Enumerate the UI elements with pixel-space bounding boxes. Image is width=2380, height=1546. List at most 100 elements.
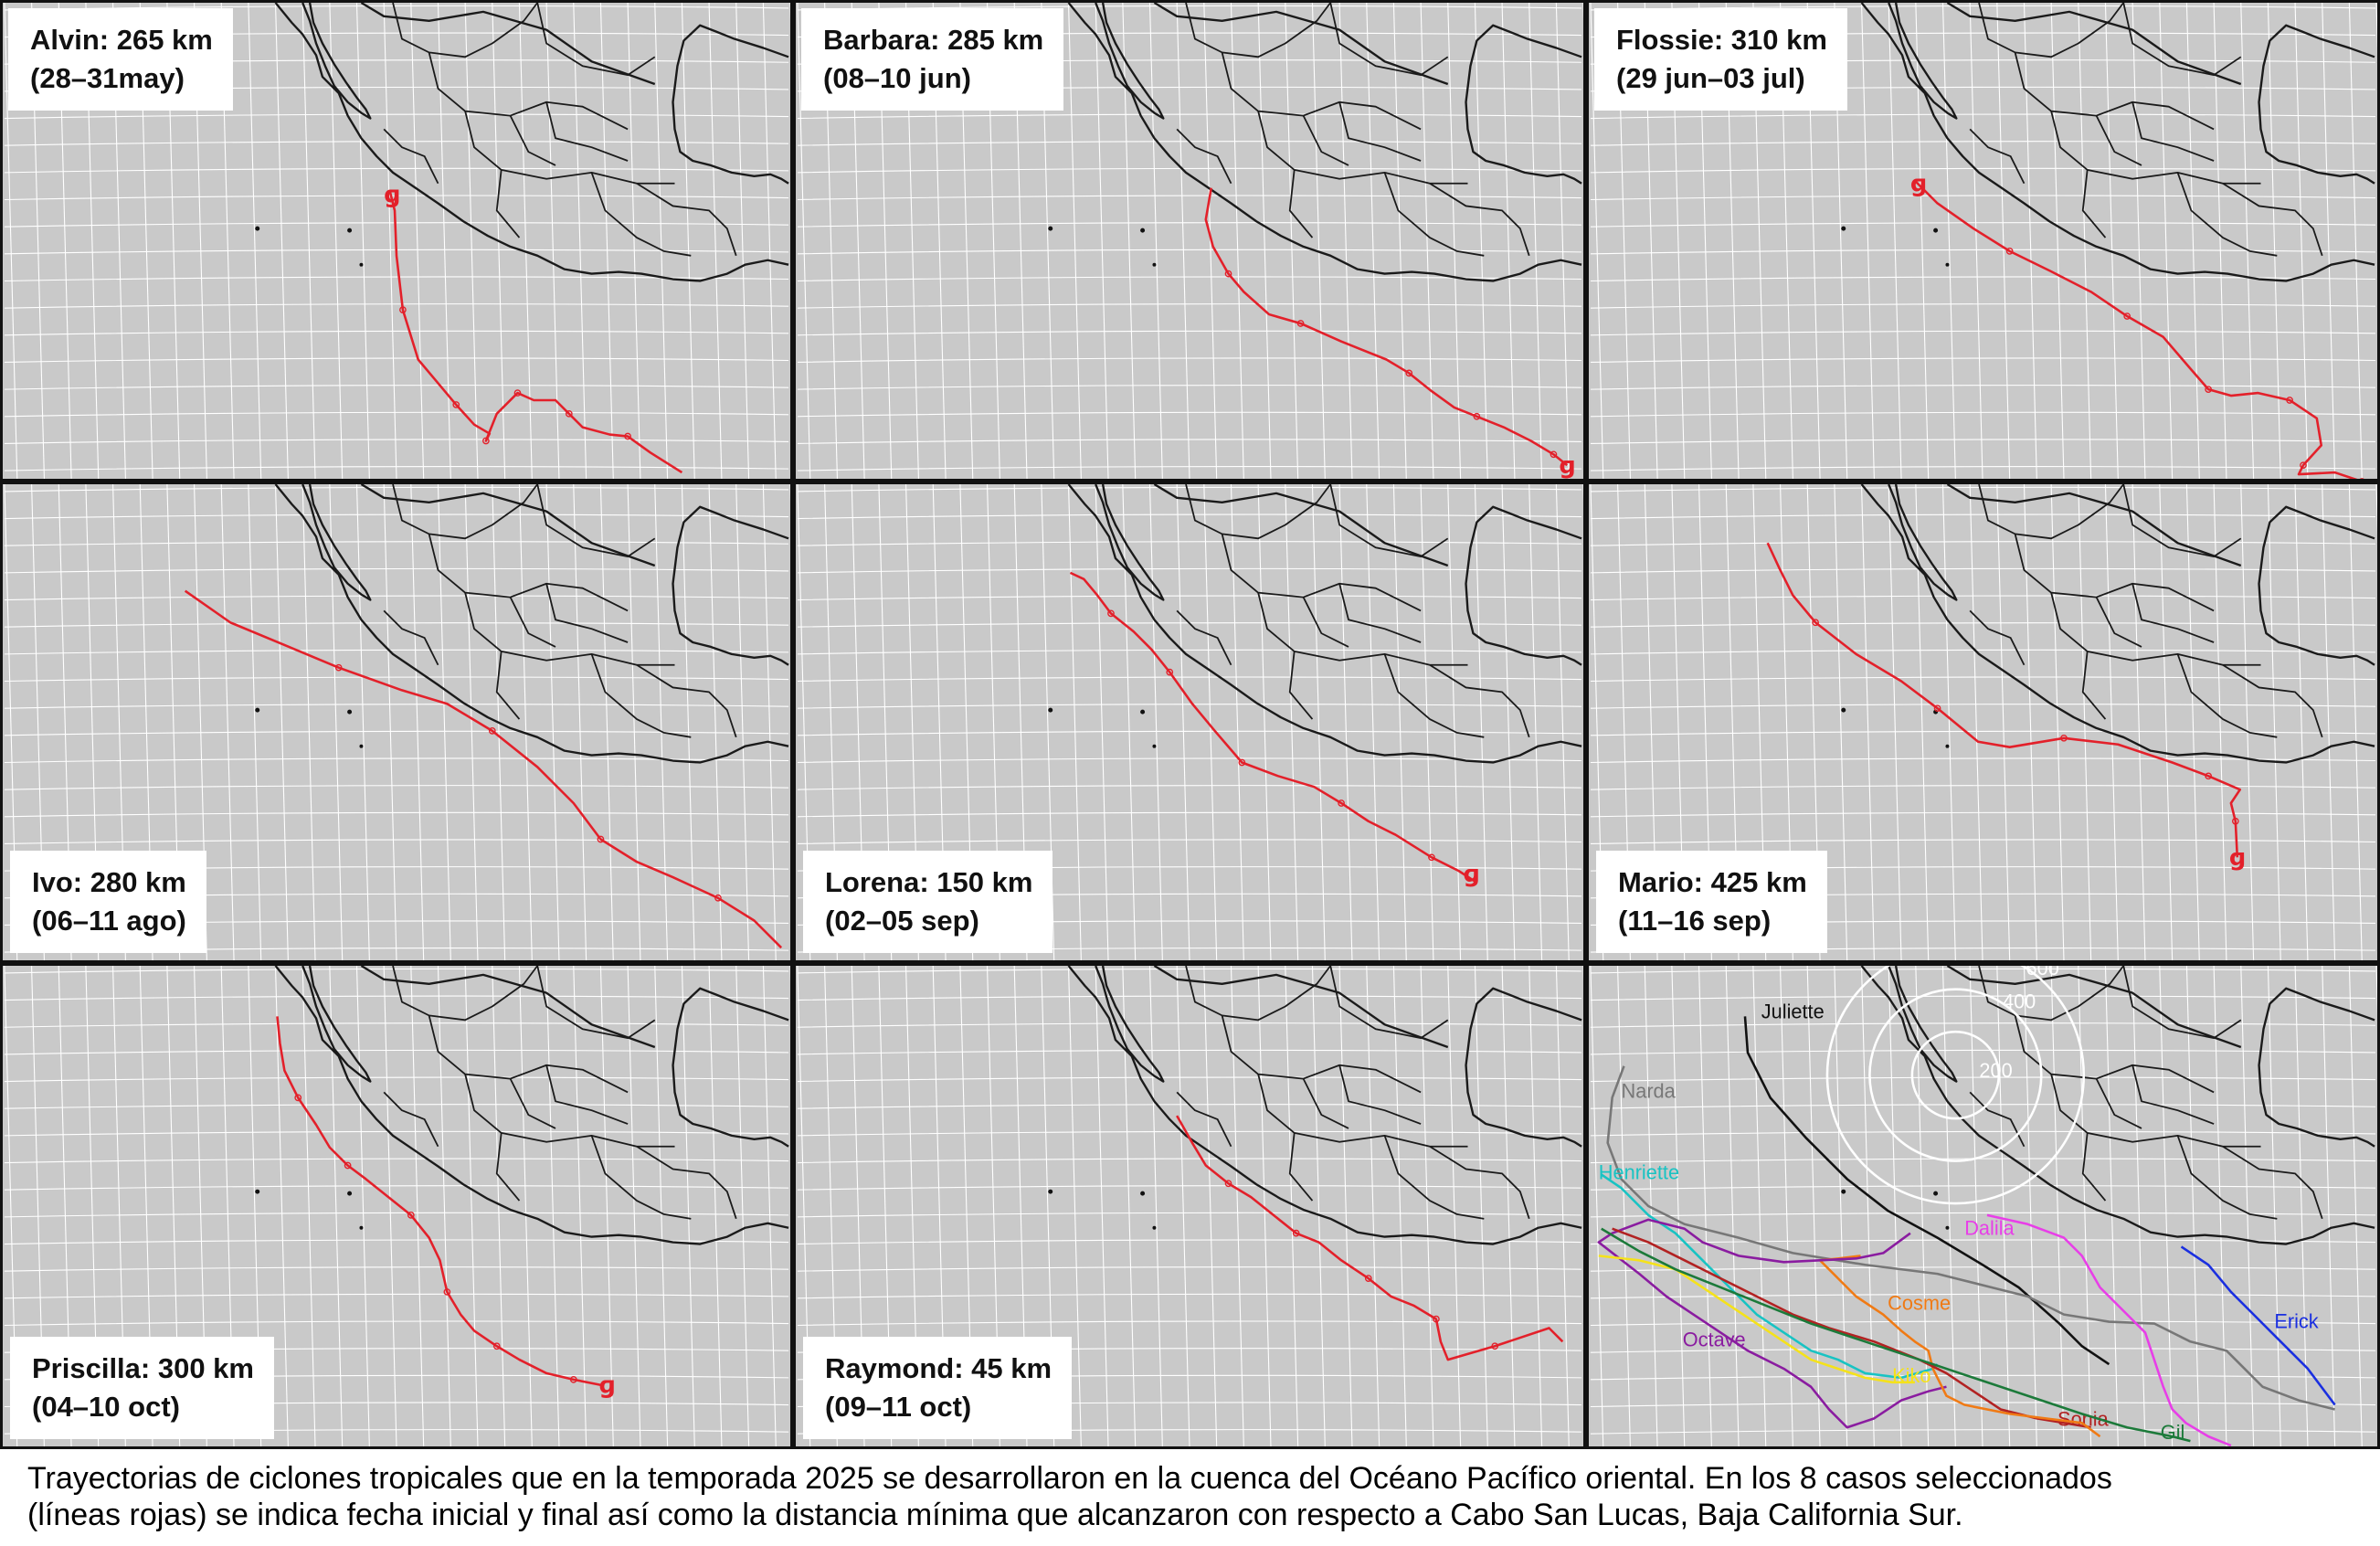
track-point: [452, 401, 460, 408]
storm-label-barbara: Barbara: 285 km (08–10 jun): [801, 8, 1064, 111]
composite-track-extra-10: [1931, 1368, 2101, 1438]
storm-name-label: Erick: [2274, 1309, 2318, 1332]
composite-track-juliette: [1743, 1016, 2110, 1366]
composite-track-dalila: [1986, 1213, 2232, 1446]
track-point: [1364, 1275, 1372, 1282]
track-point: [2005, 248, 2014, 255]
storm-dates: (28–31may): [30, 62, 185, 94]
track-point: [1296, 320, 1305, 327]
cyclone-symbol-icon: ɡ: [2229, 844, 2246, 872]
storm-track-flossie: [1913, 179, 2358, 479]
storm-name-label: Cosme: [1888, 1292, 1951, 1315]
track-point: [407, 1212, 415, 1219]
track-point: [1491, 1342, 1499, 1350]
storm-label-priscilla: Priscilla: 300 km (04–10 oct): [10, 1337, 274, 1439]
track-point: [1428, 853, 1435, 862]
track-point: [492, 1342, 501, 1350]
track-point: [1166, 668, 1174, 676]
range-ring-200: [1910, 1030, 2001, 1120]
track-point: [513, 389, 522, 397]
map-panel-composite: 200 400 600 Juliette Narda Henriette Dalila Eri…: [1586, 963, 2380, 1449]
graticule: [1590, 966, 2377, 1446]
range-ring-600: [1825, 966, 2085, 1205]
track-point: [1473, 412, 1481, 420]
storm-dates: (11–16 sep): [1618, 905, 1772, 937]
land-boundaries: [255, 966, 789, 1245]
cyclone-symbol-icon: ɡ: [1464, 861, 1480, 888]
storm-name-distance: Ivo: 280 km: [32, 866, 186, 898]
graticule: [4, 484, 790, 960]
track-point: [1933, 704, 1941, 713]
track-point: [2060, 734, 2068, 742]
storm-name-distance: Barbara: 285 km: [823, 24, 1044, 56]
track-point: [1224, 1180, 1232, 1188]
track-point: [1812, 619, 1819, 627]
storm-name-label: Octave: [1683, 1328, 1746, 1350]
ocean-background: [1590, 966, 2376, 1446]
cyclone-symbol-icon: ɡ: [598, 1372, 615, 1400]
map-panel-alvin: ɡ Alvin: 265 km (28–31may): [0, 0, 793, 482]
map-svg-composite: 200 400 600 Juliette Narda Henriette Dalila Eri…: [1590, 966, 2377, 1446]
range-ring-label: 600: [2026, 966, 2059, 979]
caption-line-1: Trayectorias de ciclones tropicales que …: [27, 1461, 2112, 1496]
composite-track-henriette: [1601, 1173, 1939, 1380]
storm-name-label: Kiko: [1892, 1364, 1930, 1387]
map-panel-lorena: ɡ Lorena: 150 km (02–05 sep): [793, 482, 1586, 963]
track-point: [597, 835, 605, 843]
storm-name-label: Gil: [2161, 1421, 2185, 1444]
track-point: [1238, 758, 1246, 767]
storm-name-distance: Flossie: 310 km: [1616, 24, 1827, 56]
track-point: [624, 432, 631, 440]
graticule: [797, 484, 1583, 960]
track-point: [344, 1161, 352, 1170]
map-panel-barbara: ɡ Barbara: 285 km (08–10 jun): [793, 0, 1586, 482]
caption-line-2: (líneas rojas) se indica fecha inicial y…: [27, 1498, 1963, 1532]
land-boundaries: [1841, 484, 2375, 764]
storm-track-ivo: [184, 589, 783, 949]
range-ring-400: [1868, 988, 2043, 1162]
map-panel-flossie: ɡ Flossie: 310 km (29 jun–03 jul): [1586, 0, 2380, 482]
map-panel-priscilla: ɡ Priscilla: 300 km (04–10 oct): [0, 963, 793, 1449]
track-point: [443, 1288, 451, 1296]
track-point: [2205, 386, 2213, 393]
storm-label-lorena: Lorena: 150 km (02–05 sep): [803, 851, 1053, 953]
storm-label-mario: Mario: 425 km (11–16 sep): [1596, 851, 1827, 953]
track-point: [399, 306, 407, 313]
cyclone-symbol-icon: ɡ: [1910, 171, 1927, 198]
storm-name-label: Narda: [1622, 1079, 1677, 1102]
storm-name-distance: Raymond: 45 km: [825, 1352, 1052, 1384]
storm-label-raymond: Raymond: 45 km (09–11 oct): [803, 1337, 1073, 1439]
track-point: [2205, 772, 2213, 780]
track-point: [1405, 369, 1413, 377]
cyclone-symbol-icon: ɡ: [1559, 452, 1575, 479]
land-boundaries: [1841, 966, 2375, 1245]
track-point: [1224, 270, 1232, 278]
track-point: [294, 1094, 302, 1102]
track-point: [1107, 609, 1115, 618]
storm-name-distance: Priscilla: 300 km: [32, 1352, 254, 1384]
track-point: [2231, 817, 2239, 825]
composite-track-gil: [1601, 1227, 2191, 1443]
storm-track-raymond: [1176, 1115, 1564, 1361]
storm-label-ivo: Ivo: 280 km (06–11 ago): [10, 851, 206, 953]
storm-name-distance: Alvin: 265 km: [30, 24, 213, 56]
track-point: [482, 437, 490, 445]
storm-dates: (29 jun–03 jul): [1616, 62, 1805, 94]
map-panel-raymond: Raymond: 45 km (09–11 oct): [793, 963, 1586, 1449]
track-point: [2300, 461, 2307, 470]
track-point: [2123, 312, 2131, 320]
storm-label-flossie: Flossie: 310 km (29 jun–03 jul): [1594, 8, 1847, 111]
composite-track-narda: [1606, 1065, 2335, 1411]
storm-track-lorena: [1069, 571, 1478, 884]
map-svg-mario: ɡ: [1590, 484, 2377, 960]
range-ring-label: 200: [1979, 1059, 2012, 1082]
land-boundaries: [255, 484, 789, 764]
storm-dates: (06–11 ago): [32, 905, 186, 937]
storm-dates: (02–05 sep): [825, 905, 979, 937]
range-ring-label: 400: [2003, 990, 2036, 1012]
composite-track-kiko: [1598, 1255, 1915, 1384]
track-point: [1338, 799, 1345, 807]
track-point: [565, 409, 573, 418]
composite-track-erick: [2180, 1245, 2336, 1406]
storm-name-distance: Lorena: 150 km: [825, 866, 1033, 898]
